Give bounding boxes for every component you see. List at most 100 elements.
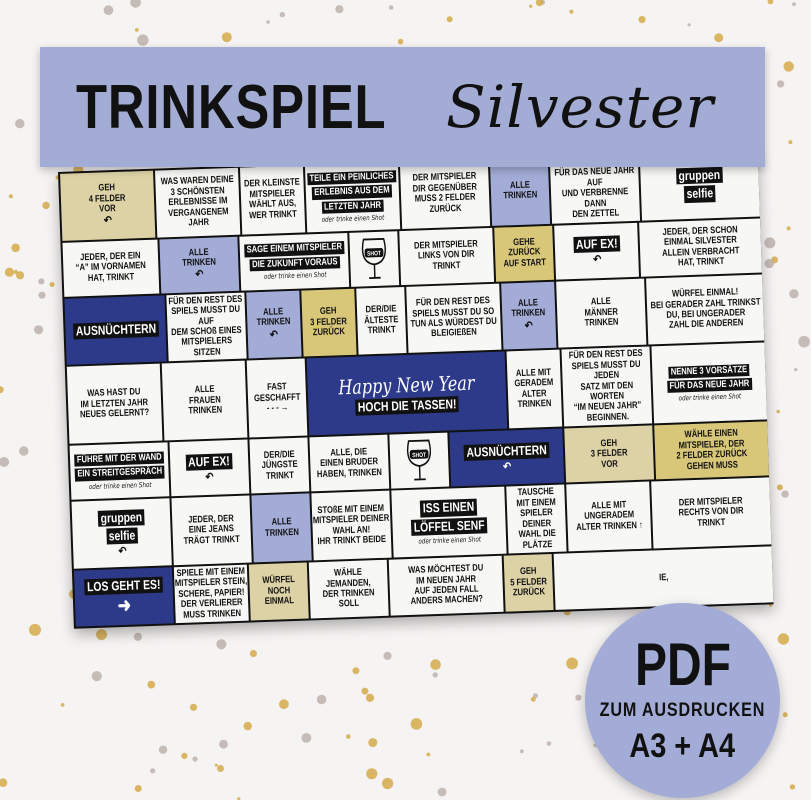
title: TRINKSPIEL	[76, 72, 387, 142]
field-label: AUSNÜCHTERN	[463, 441, 550, 461]
board-field: ALLE TRINKEN ↶	[501, 281, 557, 350]
field-text: IE,	[658, 571, 669, 584]
confetti-dot	[786, 226, 791, 231]
field-content: WAS MÖCHTEST DU IM NEUEN JAHR AUF JEDEN …	[389, 563, 503, 609]
board-field: SAGE EINEM MITSPIELER DIE ZUKUNFT VORAUS o…	[239, 232, 350, 291]
field-content: DER/DIE JÜNGSTE TRINKT	[250, 449, 309, 482]
confetti-dot	[91, 671, 102, 682]
board-field: ALLE MIT GERADEM ALTER TRINKEN	[506, 349, 563, 429]
field-content: ALLE MIT UNGERADEM ALTER TRINKEN ↑	[567, 499, 651, 534]
board-field: SPIELE MIT EINEM MITSPIELER STEIN, SCHER…	[173, 564, 249, 624]
field-content: IE,	[554, 569, 772, 587]
board-field: ISS EINEN LÖFFEL SENF oder trinke einen Sh…	[391, 486, 507, 558]
board-field: WÄHLE JEMANDEN, DER TRINKEN SOLL	[308, 559, 389, 619]
field-text: FÜR DEN REST DES SPIELS MUSST DU SO TUN …	[410, 295, 498, 340]
confetti-dot	[137, 34, 149, 46]
field-text: DER MITSPIELER DIR GEGENÜBER MUSS 2 FELD…	[412, 170, 478, 215]
field-label: DIE ZUKUNFT VORAUS	[249, 256, 340, 272]
confetti-dot	[60, 703, 65, 707]
field-text: ALLE TRINKEN	[511, 297, 546, 320]
board-field: WAS HAST DU IM LETZTEN JAHR NEUES GELERN…	[66, 363, 163, 445]
field-text: DER KLEINSTE MITSPIELER WÄHLT AUS, WER T…	[243, 177, 301, 222]
board-field: gruppen selfie ↶	[71, 498, 172, 569]
confetti-dot	[388, 5, 394, 10]
field-text: WAS MÖCHTEST DU IM NEUEN JAHR AUF JEDEN …	[407, 562, 484, 608]
field-label: LETZTEN JAHR	[321, 199, 384, 214]
confetti-dot	[8, 194, 13, 199]
field-text: GEH 4 FELDER VOR	[88, 182, 127, 215]
field-text: GEH 3 FELDER VOR	[590, 437, 628, 470]
board-field: WAS WAREN DEINE 3 SCHÖNSTEN ERLEBNISSE I…	[155, 167, 241, 238]
field-content: WÄHLE JEMANDEN, DER TRINKEN SOLL	[309, 567, 388, 611]
field-content: GEH 3 FELDER ZURÜCK	[302, 306, 356, 339]
field-label: NENNE 3 VORSÄTZE	[668, 363, 750, 379]
field-label: ISS EINEN	[420, 499, 477, 518]
curved-arrow-icon: ↶	[524, 318, 534, 333]
field-text: WAS WAREN DEINE 3 SCHÖNSTEN ERLEBNISSE I…	[160, 174, 234, 229]
field-label: selfie	[105, 527, 138, 545]
board-field: DER KLEINSTE MITSPIELER WÄHLT AUS, WER T…	[239, 165, 306, 235]
confetti-dot	[15, 118, 25, 129]
confetti-dot	[316, 694, 327, 705]
board-field: GEHE ZURÜCK AUF START	[494, 225, 555, 282]
confetti-dot	[789, 784, 796, 790]
field-content: DER MITSPIELER LINKS VON DIR TRINKT	[400, 238, 494, 274]
confetti-dot	[4, 267, 15, 277]
field-text: ALLE FRAUEN TRINKEN	[187, 383, 222, 417]
confetti-dot	[219, 739, 228, 749]
field-content: AUF EX! ↶	[555, 234, 639, 268]
field-text: DER MITSPIELER LINKS VON DIR TRINKT	[414, 238, 479, 272]
board-field: WÜRFEL NOCH EINMAL	[248, 562, 309, 621]
board-field: DER MITSPIELER DIR GEGENÜBER MUSS 2 FELD…	[399, 158, 491, 229]
field-content: ALLE TRINKEN	[252, 516, 311, 540]
field-label: SAGE EINEM MITSPIELER	[243, 241, 345, 258]
board-field: FÜHRE MIT DER WAND EIN STREITGESPRÄCH oder…	[69, 442, 170, 501]
field-content: TEILE EIN PEINLICHES ERLEBNIS AUS DEM LETZ…	[305, 169, 400, 225]
field-content: TAUSCHE MIT EINEM SPIELER DEINER WAHL DI…	[506, 486, 566, 552]
field-label: FÜR DAS NEUE JAHR	[666, 377, 752, 394]
field-content: ALLE TRINKEN ↶	[160, 246, 239, 283]
game-board: GEH 4 FELDER VOR ↶ WAS WAREN DEINE 3 SCHÖN…	[58, 147, 774, 629]
confetti-dot	[181, 752, 188, 760]
confetti-dot	[346, 734, 351, 739]
board-field: SHOT	[389, 432, 450, 489]
board-field: DER MITSPIELER LINKS VON DIR TRINKT	[399, 227, 495, 285]
field-text: ALLE MIT UNGERADEM ALTER TRINKEN ↑	[575, 499, 643, 533]
confetti-dot	[535, 0, 544, 7]
confetti-dot	[189, 703, 198, 711]
confetti-dot	[382, 777, 394, 790]
board-field: WÄHLE EINEN MITSPIELER, DER 2 FELDER ZUR…	[654, 421, 770, 480]
field-label: FÜHRE MIT DER WAND	[74, 451, 165, 468]
badge-sizes: A3 + A4	[629, 727, 736, 765]
board-field: FÜR DEN REST DES SPIELS MUSST DU AUF DEM…	[166, 292, 247, 362]
board-field: TAUSCHE MIT EINEM SPIELER DEINER WAHL DI…	[506, 484, 567, 554]
confetti-dot	[352, 667, 360, 675]
field-content: gruppen selfie	[640, 165, 759, 206]
board-field: ALLE MIT UNGERADEM ALTER TRINKEN ↑	[566, 481, 652, 552]
field-content: SHOT	[389, 436, 449, 486]
script-title: Silvester	[446, 73, 715, 141]
confetti-dot	[96, 629, 107, 641]
field-content: ALLE TRINKEN ↶	[502, 297, 556, 334]
confetti-dot	[529, 4, 533, 8]
field-content: NENNE 3 VORSÄTZE FÜR DAS NEUE JAHR oder tr…	[652, 362, 766, 404]
field-content: FÜR DEN REST DES SPIELS MUSST DU AUF DEM…	[166, 293, 246, 359]
confetti-dot	[764, 258, 774, 269]
field-content: WAS HAST DU IM LETZTEN JAHR NEUES GELERN…	[68, 386, 162, 422]
confetti-dot	[103, 5, 114, 16]
confetti-dot	[794, 368, 798, 372]
curved-arrow-icon: ↶	[205, 469, 214, 484]
confetti-dot	[410, 718, 423, 730]
board-field: GEH 5 FELDER ZURÜCK	[503, 553, 554, 612]
field-text: FÜR DEN REST DES SPIELS MUSST DU JEDEN S…	[568, 347, 643, 424]
confetti-dot	[29, 623, 41, 636]
confetti-dot	[0, 778, 8, 787]
field-content: WÜRFEL NOCH EINMAL	[249, 574, 308, 608]
confetti-dot	[192, 756, 198, 762]
title-banner: TRINKSPIEL Silvester	[40, 47, 765, 167]
confetti-dot	[366, 768, 378, 780]
board-field: NENNE 3 VORSÄTZE FÜR DAS NEUE JAHR oder tr…	[651, 342, 768, 424]
confetti-dot	[243, 721, 252, 731]
board-field: JEDER, DER EINE JEANS TRÄGT TRINKT	[171, 495, 252, 566]
field-text: FÜR DEN REST DES SPIELS MUSST DU AUF DEM…	[168, 293, 243, 359]
